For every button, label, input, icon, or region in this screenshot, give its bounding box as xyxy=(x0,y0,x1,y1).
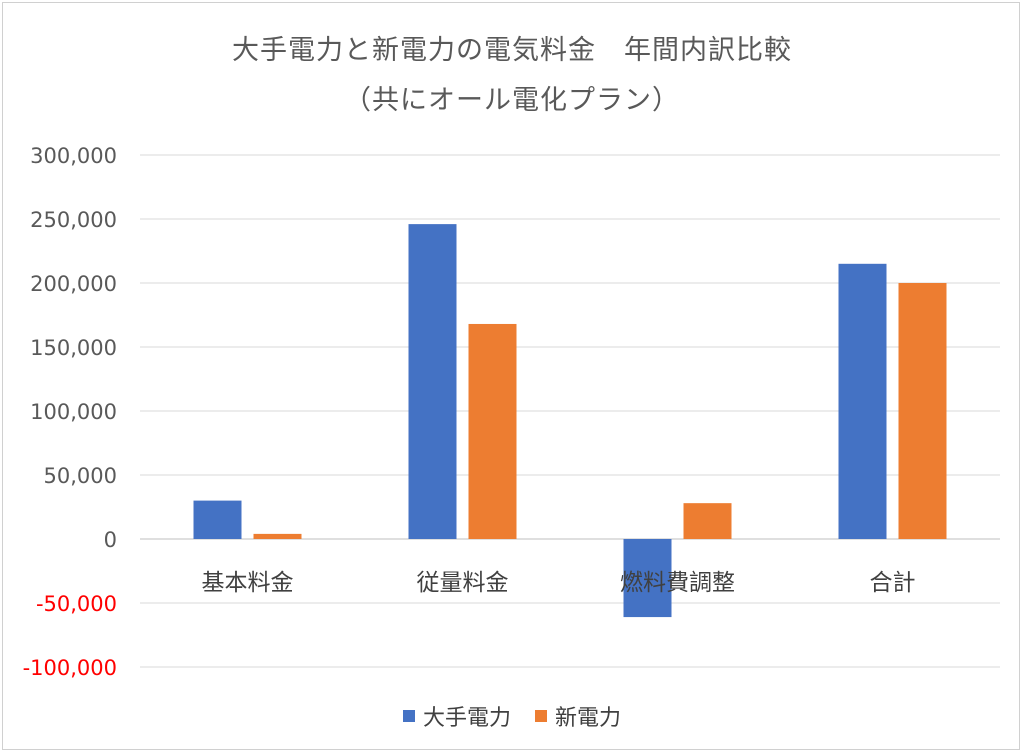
y-tick-label: -100,000 xyxy=(23,656,117,680)
y-tick-label: 150,000 xyxy=(30,336,117,360)
legend-swatch-series-1 xyxy=(402,710,415,722)
x-axis-category-labels: 基本料金 従量料金 燃料費調整 合計 xyxy=(202,570,916,596)
legend-label-series-2: 新電力 xyxy=(555,706,622,731)
legend-label-series-1: 大手電力 xyxy=(422,706,511,731)
legend-swatch-series-2 xyxy=(535,710,547,722)
chart-legend: 大手電力 新電力 xyxy=(0,700,1024,732)
chart-title: 大手電力と新電力の電気料金 年間内訳比較 xyxy=(232,35,792,66)
y-tick-label: 300,000 xyxy=(30,144,117,168)
bar-series-2-4 xyxy=(898,283,947,539)
legend-item-series-2: 新電力 xyxy=(535,700,621,732)
bar-series-2-2 xyxy=(468,323,517,539)
x-category-label: 燃料費調整 xyxy=(620,570,735,596)
bar-series-1-1 xyxy=(193,500,242,539)
y-tick-label: 0 xyxy=(104,528,117,552)
y-tick-label: 250,000 xyxy=(30,208,117,232)
y-tick-label: 50,000 xyxy=(44,464,117,488)
bars xyxy=(193,224,947,618)
bar-series-2-1 xyxy=(253,533,302,539)
bar-series-1-3 xyxy=(623,539,672,618)
y-tick-label: 200,000 xyxy=(30,272,117,296)
bar-series-2-3 xyxy=(683,503,732,539)
x-category-label: 従量料金 xyxy=(417,570,509,596)
chart-subtitle: （共にオール電化プラン） xyxy=(344,85,680,116)
y-axis-tick-labels: 300,000 250,000 200,000 150,000 100,000 50,00… xyxy=(23,144,117,680)
x-category-label: 合計 xyxy=(870,570,916,596)
y-tick-label: -50,000 xyxy=(36,592,117,616)
bar-series-1-2 xyxy=(408,224,457,539)
legend-item-series-1: 大手電力 xyxy=(402,700,511,732)
y-tick-label: 100,000 xyxy=(30,400,117,424)
x-category-label: 基本料金 xyxy=(202,570,294,596)
bar-series-1-4 xyxy=(838,263,887,539)
